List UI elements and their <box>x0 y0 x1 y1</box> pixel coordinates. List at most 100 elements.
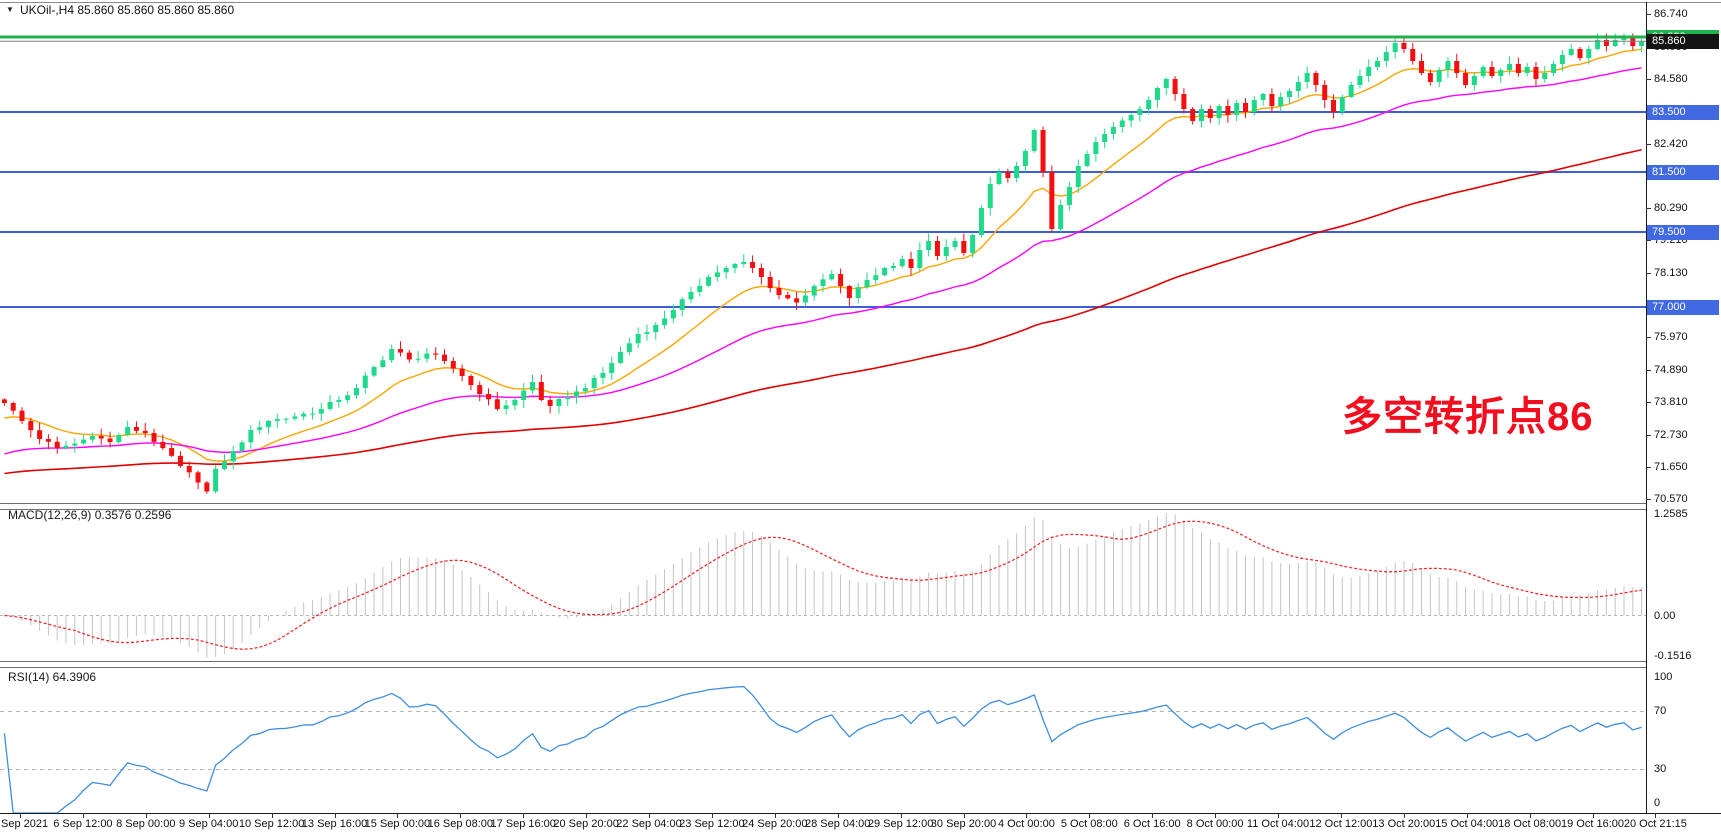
dropdown-arrow-icon[interactable]: ▼ <box>6 5 14 14</box>
time-label: 24 Sep 20:00 <box>742 818 808 830</box>
candle-body <box>838 274 844 286</box>
candle-body <box>978 208 984 235</box>
candle-body <box>89 436 95 440</box>
candle-body <box>1322 85 1328 100</box>
candle-body <box>820 279 826 286</box>
price-line-tag-77000: 77.000 <box>1647 299 1719 315</box>
candle-body <box>424 353 430 359</box>
candle-body <box>1049 172 1055 229</box>
candle-body <box>1489 67 1495 76</box>
price-line-tag-81500: 81.500 <box>1647 164 1719 180</box>
time-label: 9 Sep 04:00 <box>179 818 239 830</box>
candle-body <box>1031 130 1037 151</box>
annotation-text[interactable]: 多空转折点86 <box>1342 395 1594 439</box>
time-label: 18 Oct 08:00 <box>1498 818 1562 830</box>
candle-body <box>1419 61 1425 73</box>
price-tick-label: 78.130 <box>1654 266 1688 279</box>
time-axis[interactable]: 3 Sep 2021 6 Sep 12:008 Sep 00:009 Sep 04… <box>0 813 1721 840</box>
candle-body <box>195 472 201 483</box>
candle-body <box>1216 106 1222 118</box>
rsi-panel-canvas[interactable] <box>0 667 1646 813</box>
candle-body <box>1463 73 1469 85</box>
candle-body <box>1119 120 1125 127</box>
candle-body <box>1287 91 1293 97</box>
window-top-border <box>0 2 1721 3</box>
time-tick-mark <box>1592 813 1594 818</box>
price-tick-label: 86.740 <box>1654 8 1688 21</box>
candle-body <box>107 438 113 442</box>
candle-body <box>160 441 166 448</box>
candle-body <box>1163 79 1169 88</box>
candle-body <box>28 421 34 431</box>
candle-body <box>1586 49 1592 58</box>
candle-body <box>1066 187 1072 205</box>
price-tick-label: 75.970 <box>1654 331 1688 344</box>
macd-indicator-label: MACD(12,26,9) 0.3576 0.2596 <box>8 508 172 522</box>
time-label: 23 Sep 12:00 <box>679 818 745 830</box>
price-axis[interactable]: 86.74085.66084.58083.50082.42081.34080.2… <box>1646 0 1721 813</box>
rsi-indicator-label: RSI(14) 64.3906 <box>8 670 97 684</box>
time-tick-mark <box>460 813 462 818</box>
candle-body <box>327 402 333 409</box>
candle-body <box>1014 166 1020 178</box>
time-label: 30 Sep 20:00 <box>930 818 997 830</box>
candle-body <box>926 241 932 250</box>
candle-body <box>459 368 465 376</box>
time-tick-mark <box>1403 813 1405 818</box>
candle-body <box>1075 166 1081 187</box>
candle-body <box>1357 76 1363 85</box>
price-tick-mark <box>1646 207 1651 209</box>
candle-body <box>45 439 51 442</box>
time-tick-mark <box>271 813 273 818</box>
price-tick-mark <box>1646 14 1651 16</box>
candle-body <box>442 354 448 361</box>
time-label: 10 Sep 12:00 <box>238 818 305 830</box>
candle-body <box>556 399 562 406</box>
candle-body <box>714 272 720 277</box>
candle-body <box>565 397 571 400</box>
panel-separator-rsi[interactable] <box>0 661 1646 668</box>
candle-body <box>961 241 967 253</box>
panel-separator-macd[interactable] <box>0 503 1646 510</box>
price-tick-mark <box>1646 240 1651 242</box>
price-tick-mark <box>1646 337 1651 339</box>
time-tick-mark <box>82 813 84 818</box>
price-tick-mark <box>1646 499 1651 501</box>
candle-body <box>1278 97 1284 106</box>
rsi-scale-30-label: 30 <box>1654 763 1667 775</box>
candle-body <box>1084 154 1090 166</box>
candle-body <box>1480 67 1486 76</box>
candle-body <box>10 403 16 411</box>
candle-body <box>732 264 738 268</box>
candle-body <box>1243 103 1249 112</box>
time-tick-mark <box>711 813 713 818</box>
candle-body <box>1181 94 1187 109</box>
candle-body <box>1331 100 1337 112</box>
price-tick-label: 84.580 <box>1654 73 1688 86</box>
candle-body <box>1190 109 1196 121</box>
candle-body <box>1603 40 1609 46</box>
candle-body <box>353 388 359 396</box>
time-label: 8 Oct 00:00 <box>1186 818 1244 830</box>
time-label: 29 Sep 12:00 <box>867 818 934 830</box>
candle-body <box>987 184 993 208</box>
candle-body <box>450 361 456 369</box>
candle-body <box>829 274 835 280</box>
candle-body <box>618 352 624 364</box>
candle-body <box>389 349 395 361</box>
price-tick-mark <box>1646 369 1651 371</box>
candle-body <box>309 413 315 415</box>
candle-body <box>785 295 791 299</box>
candle-body <box>846 286 852 298</box>
time-label: 20 Oct 21:15 <box>1623 818 1687 830</box>
candle-body <box>257 427 263 430</box>
macd-panel-canvas[interactable] <box>0 509 1646 661</box>
candlestick-chart-canvas[interactable] <box>0 0 1646 503</box>
candle-body <box>1172 79 1178 94</box>
candle-body <box>1295 82 1301 91</box>
time-tick-mark <box>1026 813 1028 818</box>
candle-body <box>221 461 227 469</box>
candle-body <box>1110 127 1116 134</box>
candle-body <box>662 318 668 325</box>
candle-body <box>1427 73 1433 82</box>
